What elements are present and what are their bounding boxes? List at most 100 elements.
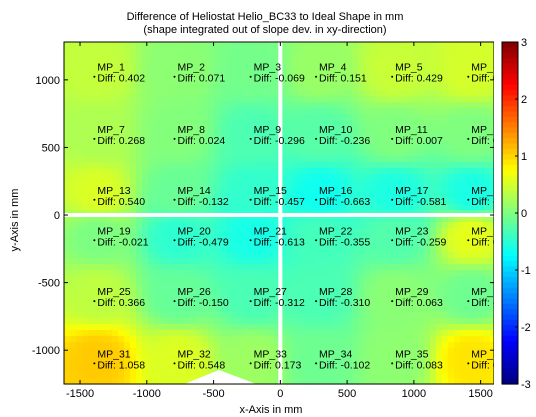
heatmap-cell (322, 192, 329, 199)
heatmap-cell (106, 204, 113, 211)
heatmap-cell (292, 240, 299, 247)
heatmap-cell (322, 252, 329, 259)
heatmap-cell (76, 246, 83, 253)
heatmap-cell (358, 348, 365, 355)
heatmap-cell (298, 276, 305, 283)
heatmap-cell (124, 186, 131, 193)
heatmap-cell (286, 42, 293, 49)
heatmap-cell (142, 144, 149, 151)
heatmap-cell (94, 72, 101, 79)
heatmap-cell (244, 42, 251, 49)
heatmap-cell (286, 84, 293, 91)
heatmap-cell (448, 336, 455, 343)
heatmap-cell (202, 258, 209, 265)
heatmap-cell (208, 96, 215, 103)
heatmap-cell (394, 108, 401, 115)
heatmap-cell (208, 270, 215, 277)
heatmap-cell (286, 300, 293, 307)
heatmap-cell (226, 90, 233, 97)
heatmap-cell (70, 120, 77, 127)
heatmap-cell (370, 318, 377, 325)
heatmap-cell (142, 96, 149, 103)
heatmap-cell (460, 372, 467, 379)
heatmap-cell (310, 282, 317, 289)
heatmap-cell (424, 324, 431, 331)
heatmap-cell (442, 228, 449, 235)
heatmap-cell (82, 180, 89, 187)
heatmap-cell (196, 132, 203, 139)
heatmap-cell (214, 282, 221, 289)
heatmap-cell (322, 246, 329, 253)
heatmap-cell (448, 330, 455, 337)
heatmap-cell (208, 54, 215, 61)
heatmap-cell (130, 306, 137, 313)
heatmap-cell (472, 360, 479, 367)
heatmap-cell (352, 372, 359, 379)
colorbar-band (502, 90, 518, 97)
heatmap-cell (238, 312, 245, 319)
heatmap-cell (478, 300, 485, 307)
heatmap-cell (148, 192, 155, 199)
heatmap-cell (148, 102, 155, 109)
heatmap-cell (70, 108, 77, 115)
heatmap-cell (448, 222, 455, 229)
heatmap-cell (154, 264, 161, 271)
heatmap-cell (136, 144, 143, 151)
heatmap-cell (472, 288, 479, 295)
heatmap-cell (196, 60, 203, 67)
heatmap-cell (184, 336, 191, 343)
heatmap-cell (184, 240, 191, 247)
heatmap-cell (334, 102, 341, 109)
heatmap-cell (124, 222, 131, 229)
heatmap-cell (292, 54, 299, 61)
heatmap-cell (478, 66, 485, 73)
heatmap-cell (130, 186, 137, 193)
heatmap-cell (76, 84, 83, 91)
heatmap-cell (340, 312, 347, 319)
heatmap-cell (184, 84, 191, 91)
heatmap-cell (154, 366, 161, 373)
heatmap-cell (490, 318, 497, 325)
heatmap-cell (388, 102, 395, 109)
heatmap-cell (430, 336, 437, 343)
heatmap-cell (346, 324, 353, 331)
heatmap-cell (388, 348, 395, 355)
heatmap-cell (220, 102, 227, 109)
heatmap-cell (430, 90, 437, 97)
heatmap-cell (340, 156, 347, 163)
heatmap-cell (418, 366, 425, 373)
heatmap-cell (196, 180, 203, 187)
heatmap-cell (136, 198, 143, 205)
heatmap-cell (232, 264, 239, 271)
heatmap-cell (124, 264, 131, 271)
heatmap-cell (412, 270, 419, 277)
heatmap-cell (154, 240, 161, 247)
heatmap-cell (436, 156, 443, 163)
heatmap-cell (172, 78, 179, 85)
heatmap-cell (454, 366, 461, 373)
heatmap-cell (124, 318, 131, 325)
heatmap-cell (376, 96, 383, 103)
heatmap-cell (166, 264, 173, 271)
heatmap-cell (484, 66, 491, 73)
heatmap-cell (130, 174, 137, 181)
heatmap-cell (430, 294, 437, 301)
heatmap-cell (406, 150, 413, 157)
heatmap-cell (394, 348, 401, 355)
heatmap-cell (382, 78, 389, 85)
heatmap-cell (436, 372, 443, 379)
colorbar-band (502, 319, 518, 326)
heatmap-cell (214, 138, 221, 145)
heatmap-cell (394, 102, 401, 109)
heatmap-cell (166, 282, 173, 289)
heatmap-cell (316, 324, 323, 331)
heatmap-cell (472, 246, 479, 253)
heatmap-cell (256, 276, 263, 283)
heatmap-cell (478, 198, 485, 205)
heatmap-cell (316, 162, 323, 169)
heatmap-cell (436, 264, 443, 271)
heatmap-cell (268, 150, 275, 157)
heatmap-cell (262, 342, 269, 349)
heatmap-cell (178, 348, 185, 355)
mp-name-label: MP_3 (254, 62, 282, 74)
